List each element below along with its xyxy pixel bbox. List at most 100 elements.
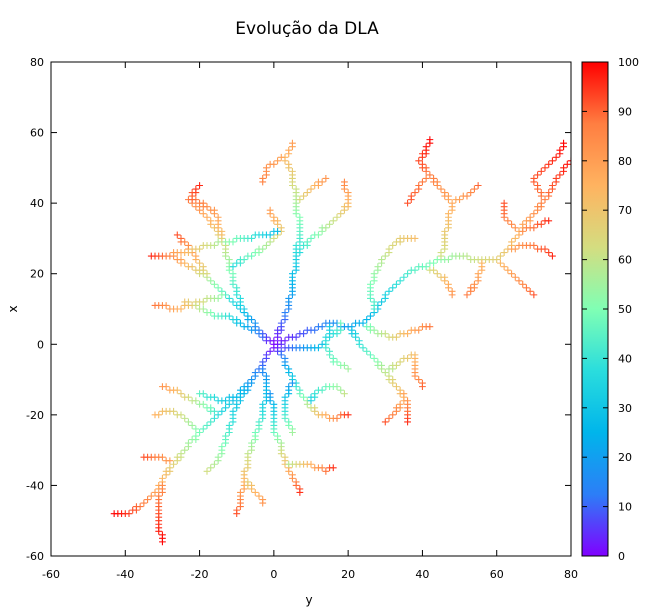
- dla-particle: [311, 407, 319, 415]
- dla-particle: [192, 203, 200, 211]
- dla-particle: [519, 227, 527, 235]
- dla-particle: [240, 323, 248, 331]
- dla-particle: [188, 422, 196, 429]
- dla-particle: [251, 436, 259, 443]
- dla-particle: [549, 252, 556, 260]
- dla-particle: [192, 185, 200, 193]
- dla-particle: [188, 397, 196, 405]
- dla-particle: [307, 185, 315, 193]
- dla-particle: [244, 312, 252, 320]
- dla-particle: [192, 266, 200, 274]
- dla-particle: [151, 302, 159, 309]
- colorbar-tick-label: 90: [618, 105, 632, 118]
- colorbar-tick-label: 80: [618, 155, 632, 168]
- dla-particle: [185, 263, 192, 271]
- dla-particle: [329, 217, 337, 225]
- dla-particle: [285, 467, 293, 475]
- dla-particle: [211, 312, 218, 320]
- y-tick-label: 80: [30, 56, 44, 69]
- dla-particle: [237, 295, 244, 302]
- dla-particle: [274, 436, 281, 443]
- dla-particle: [341, 178, 348, 186]
- dla-particle: [337, 386, 345, 394]
- dla-particle: [549, 157, 556, 165]
- dla-particle: [541, 164, 549, 172]
- dla-particle: [463, 252, 471, 260]
- dla-particle: [218, 407, 226, 415]
- dla-particle: [207, 418, 215, 426]
- dla-particle: [467, 189, 475, 196]
- dla-particle: [463, 192, 471, 200]
- dla-particle: [549, 182, 556, 189]
- dla-particle: [147, 492, 155, 500]
- dla-particle: [181, 414, 189, 422]
- dla-particle: [207, 277, 215, 285]
- dla-particle: [270, 337, 278, 345]
- dla-particle: [188, 196, 196, 204]
- dla-particle: [497, 252, 504, 260]
- dla-particle: [207, 217, 215, 225]
- dla-particle: [552, 153, 560, 161]
- dla-particle: [173, 411, 181, 419]
- dla-particle: [196, 206, 203, 214]
- dla-particle: [363, 316, 371, 323]
- dla-particle: [173, 231, 181, 239]
- dla-particle: [177, 390, 185, 398]
- dla-particle: [281, 309, 289, 316]
- colorbar-tick-label: 100: [618, 56, 639, 69]
- dla-particle: [563, 160, 571, 168]
- dla-particle: [166, 386, 174, 394]
- dla-particle: [511, 235, 519, 242]
- dla-particle: [433, 270, 441, 278]
- dla-particle: [166, 305, 174, 313]
- dla-particle: [404, 330, 411, 338]
- dla-particle: [222, 439, 229, 447]
- dla-particle: [289, 167, 296, 175]
- dla-particle: [251, 319, 259, 327]
- dla-particle: [270, 227, 278, 235]
- y-tick-label: -60: [26, 550, 44, 563]
- dla-particle: [251, 489, 259, 496]
- dla-particle: [296, 390, 304, 398]
- dla-particle: [277, 340, 285, 348]
- dla-particle: [251, 372, 259, 380]
- dla-particle: [229, 263, 237, 271]
- dla-particle: [341, 362, 348, 369]
- y-tick-label: -40: [26, 479, 44, 492]
- dla-particle: [192, 252, 200, 260]
- dla-particle: [511, 273, 519, 281]
- dla-particle: [173, 256, 181, 263]
- dla-particle: [445, 284, 452, 292]
- dla-particle: [419, 383, 426, 391]
- dla-particle: [560, 164, 567, 172]
- dla-particle: [203, 393, 211, 401]
- dla-particle: [471, 185, 478, 193]
- dla-particle: [400, 390, 408, 398]
- dla-particle: [411, 235, 419, 242]
- x-axis: -60 -40 -20 0 20 40 60 80: [42, 62, 578, 581]
- dla-particle: [385, 414, 393, 422]
- x-tick-label: 20: [341, 568, 355, 581]
- dla-particle: [203, 270, 211, 278]
- dla-particle: [225, 400, 233, 408]
- dla-particle: [508, 220, 515, 228]
- dla-particle: [203, 295, 211, 302]
- dla-particle: [300, 330, 307, 338]
- dla-particle: [285, 146, 293, 154]
- dla-particle: [289, 429, 296, 436]
- dla-particle: [474, 277, 482, 285]
- dla-particle: [367, 312, 374, 320]
- dla-particle: [214, 213, 222, 221]
- dla-particle: [266, 347, 274, 355]
- colorbar-tick-label: 30: [618, 402, 632, 415]
- dla-particle: [296, 196, 304, 204]
- dla-particle: [199, 263, 207, 271]
- dla-particle: [389, 242, 397, 249]
- dla-particle: [281, 414, 289, 422]
- y-tick-label: 0: [37, 338, 44, 351]
- dla-particle: [203, 404, 211, 412]
- dla-particle: [251, 231, 259, 239]
- dla-particle: [526, 287, 534, 295]
- dla-particle: [404, 199, 411, 207]
- dla-particle: [370, 270, 378, 278]
